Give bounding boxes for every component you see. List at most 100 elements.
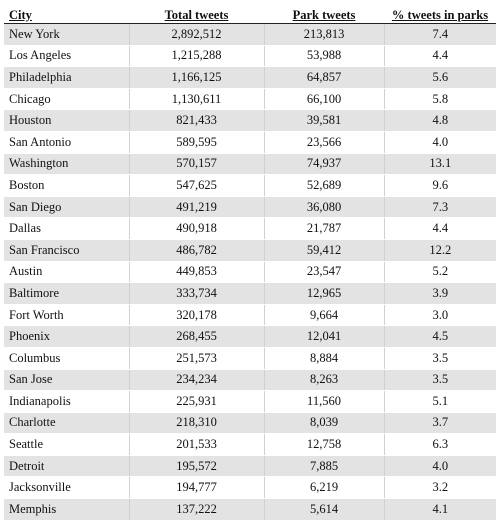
total-tweets-cell: 491,219 [128, 196, 264, 219]
table-row: Fort Worth 320,178 9,664 3.0 [4, 304, 496, 327]
park-tweets-cell: 21,787 [263, 217, 384, 240]
total-tweets-cell: 234,234 [128, 369, 264, 392]
table-row: Phoenix 268,455 12,041 4.5 [4, 325, 496, 348]
percent-in-parks-cell: 5.2 [383, 261, 496, 284]
table-row: San Jose 234,234 8,263 3.5 [4, 369, 496, 392]
total-tweets-cell: 449,853 [128, 261, 264, 284]
table-row: Austin 449,853 23,547 5.2 [4, 261, 496, 284]
table-row: New York 2,892,512 213,813 7.4 [4, 23, 496, 46]
table-row: San Diego 491,219 36,080 7.3 [4, 196, 496, 219]
table-row: Dallas 490,918 21,787 4.4 [4, 217, 496, 240]
city-cell: Los Angeles [4, 45, 129, 68]
table-body: New York 2,892,512 213,813 7.4 Los Angeles 1,… [4, 23, 496, 521]
city-cell: Washington [4, 153, 129, 176]
total-tweets-cell: 320,178 [128, 304, 264, 327]
park-tweets-cell: 53,988 [263, 45, 384, 68]
city-cell: Chicago [4, 88, 129, 111]
percent-in-parks-cell: 3.7 [383, 412, 496, 435]
city-tweets-table: City Total tweets Park tweets % tweets i… [4, 3, 496, 521]
header-park-tweets: Park tweets [264, 3, 384, 24]
city-cell: Philadelphia [4, 66, 129, 89]
total-tweets-cell: 1,215,288 [128, 45, 264, 68]
city-cell: Houston [4, 109, 129, 132]
city-cell: Phoenix [4, 325, 129, 348]
total-tweets-cell: 333,734 [128, 282, 264, 305]
total-tweets-cell: 1,130,611 [128, 88, 264, 111]
total-tweets-cell: 570,157 [128, 153, 264, 176]
percent-in-parks-cell: 4.4 [383, 217, 496, 240]
total-tweets-cell: 486,782 [128, 239, 264, 262]
city-cell: Jacksonville [4, 476, 129, 500]
percent-in-parks-cell: 3.9 [383, 282, 496, 305]
park-tweets-cell: 36,080 [263, 196, 384, 219]
total-tweets-cell: 268,455 [128, 325, 264, 348]
park-tweets-cell: 12,965 [263, 282, 384, 305]
total-tweets-cell: 251,573 [128, 347, 264, 370]
city-cell: New York [4, 23, 129, 46]
city-cell: San Diego [4, 196, 129, 219]
park-tweets-cell: 6,219 [263, 476, 384, 500]
city-cell: Columbus [4, 347, 129, 370]
total-tweets-cell: 218,310 [128, 412, 264, 435]
park-tweets-cell: 9,664 [263, 304, 384, 327]
city-cell: Seattle [4, 433, 129, 456]
total-tweets-cell: 2,892,512 [128, 23, 264, 46]
city-cell: San Jose [4, 369, 129, 392]
park-tweets-cell: 8,039 [263, 412, 384, 435]
table-row: Philadelphia 1,166,125 64,857 5.6 [4, 66, 496, 89]
city-cell: Memphis [4, 498, 129, 521]
percent-in-parks-cell: 5.1 [383, 390, 496, 413]
percent-in-parks-cell: 5.8 [383, 88, 496, 111]
table-row: Indianapolis 225,931 11,560 5.1 [4, 390, 496, 413]
total-tweets-cell: 137,222 [128, 498, 264, 521]
table-row: Detroit 195,572 7,885 4.0 [4, 455, 496, 478]
table-row: Los Angeles 1,215,288 53,988 4.4 [4, 45, 496, 68]
total-tweets-cell: 225,931 [128, 390, 264, 413]
park-tweets-cell: 5,614 [263, 498, 384, 521]
header-total-tweets: Total tweets [129, 3, 264, 24]
city-cell: San Francisco [4, 239, 129, 262]
city-cell: Baltimore [4, 282, 129, 305]
city-cell: Austin [4, 261, 129, 284]
city-cell: Fort Worth [4, 304, 129, 327]
park-tweets-cell: 7,885 [263, 455, 384, 478]
park-tweets-cell: 12,041 [263, 325, 384, 348]
park-tweets-cell: 74,937 [263, 153, 384, 176]
park-tweets-cell: 8,884 [263, 347, 384, 370]
table-row: Washington 570,157 74,937 13.1 [4, 153, 496, 176]
total-tweets-cell: 547,625 [128, 174, 264, 197]
park-tweets-cell: 23,566 [263, 131, 384, 154]
table-row: Houston 821,433 39,581 4.8 [4, 109, 496, 132]
city-cell: San Antonio [4, 131, 129, 154]
percent-in-parks-cell: 3.2 [383, 476, 496, 500]
city-cell: Dallas [4, 217, 129, 240]
park-tweets-cell: 52,689 [263, 174, 384, 197]
table-row: San Antonio 589,595 23,566 4.0 [4, 131, 496, 154]
park-tweets-cell: 213,813 [263, 23, 384, 46]
percent-in-parks-cell: 4.0 [383, 131, 496, 154]
header-percent-tweets-in-parks: % tweets in parks [384, 3, 496, 24]
park-tweets-cell: 64,857 [263, 66, 384, 89]
city-cell: Detroit [4, 455, 129, 478]
percent-in-parks-cell: 12.2 [383, 239, 496, 262]
park-tweets-cell: 12,758 [263, 433, 384, 456]
table-row: Charlotte 218,310 8,039 3.7 [4, 412, 496, 435]
table-row: Seattle 201,533 12,758 6.3 [4, 433, 496, 456]
table-row: Columbus 251,573 8,884 3.5 [4, 347, 496, 370]
percent-in-parks-cell: 5.6 [383, 66, 496, 89]
percent-in-parks-cell: 3.5 [383, 369, 496, 392]
park-tweets-cell: 39,581 [263, 109, 384, 132]
table-row: San Francisco 486,782 59,412 12.2 [4, 239, 496, 262]
park-tweets-cell: 8,263 [263, 369, 384, 392]
percent-in-parks-cell: 4.4 [383, 45, 496, 68]
percent-in-parks-cell: 3.0 [383, 304, 496, 327]
total-tweets-cell: 490,918 [128, 217, 264, 240]
total-tweets-cell: 201,533 [128, 433, 264, 456]
park-tweets-cell: 66,100 [263, 88, 384, 111]
total-tweets-cell: 1,166,125 [128, 66, 264, 89]
percent-in-parks-cell: 4.1 [383, 498, 496, 521]
percent-in-parks-cell: 13.1 [383, 153, 496, 176]
total-tweets-cell: 195,572 [128, 455, 264, 478]
percent-in-parks-cell: 7.3 [383, 196, 496, 219]
percent-in-parks-cell: 4.8 [383, 109, 496, 132]
